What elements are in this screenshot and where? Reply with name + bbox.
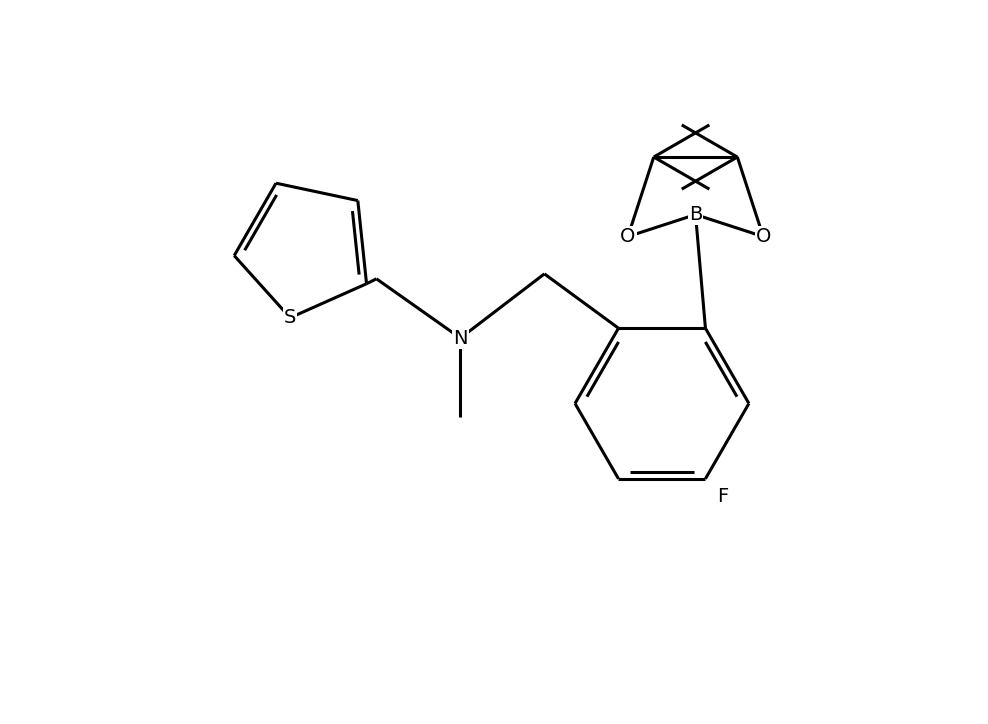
Text: B: B (689, 205, 702, 224)
Text: N: N (453, 329, 467, 348)
Text: O: O (620, 227, 635, 246)
Text: O: O (756, 227, 771, 246)
Text: F: F (717, 487, 729, 506)
Text: S: S (284, 308, 296, 327)
